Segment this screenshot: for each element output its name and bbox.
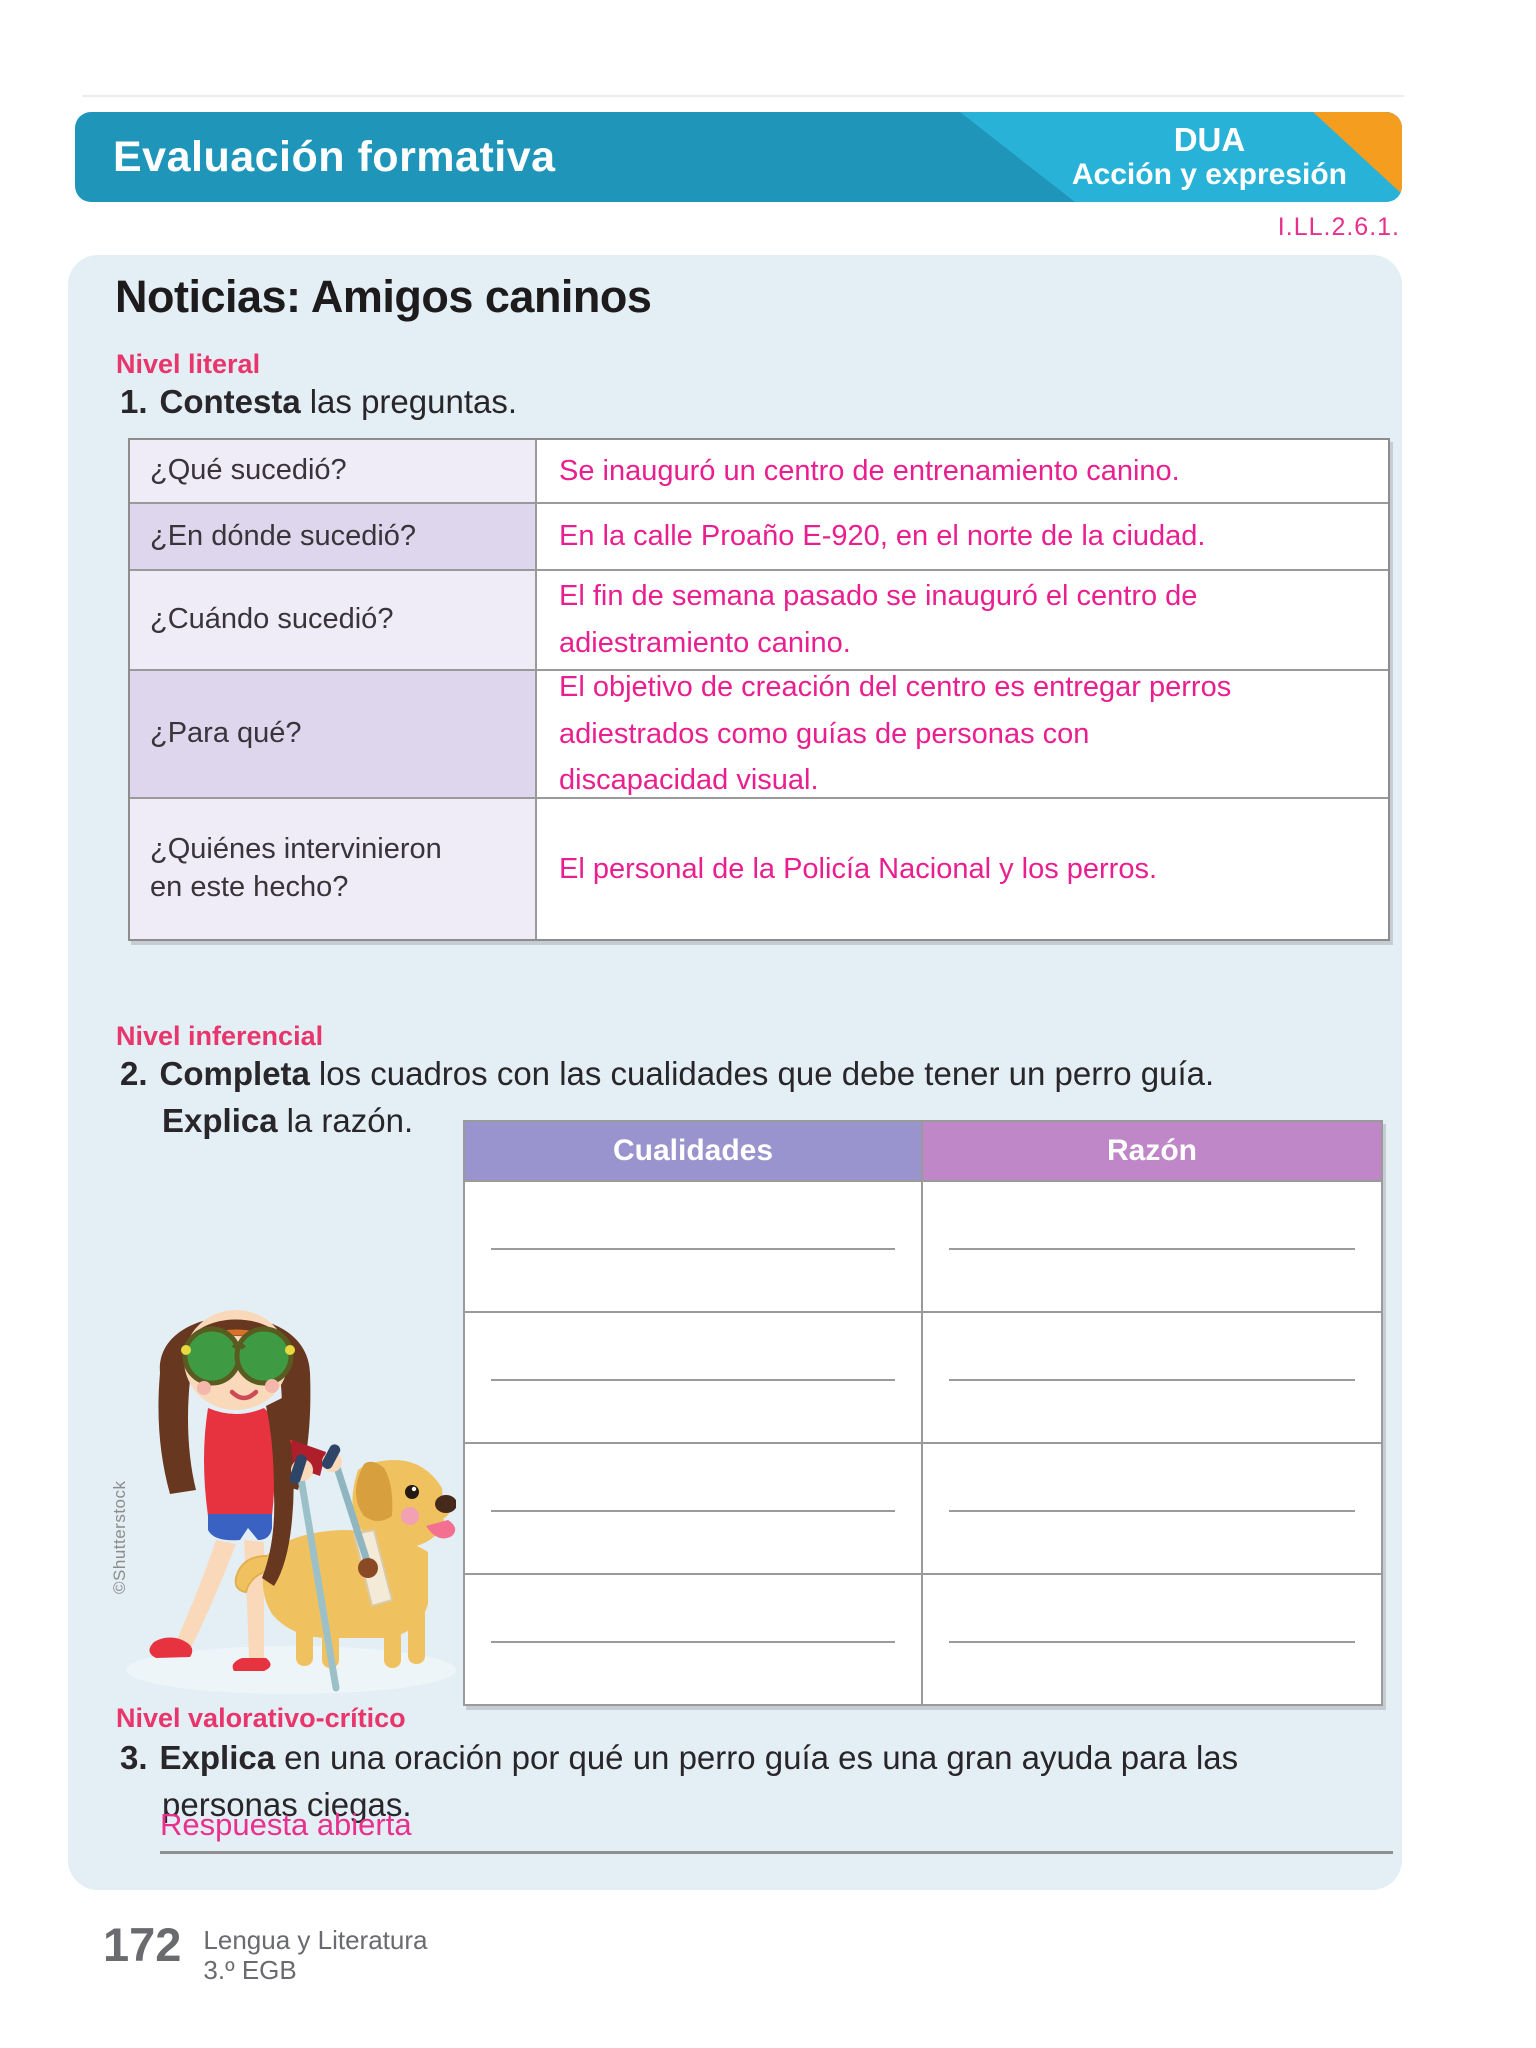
qualities-row-1 (465, 1180, 1381, 1311)
qualities-header-cell: Cualidades (465, 1122, 923, 1180)
answer-cell: El personal de la Policía Nacional y los… (559, 852, 1158, 885)
level-label-valorativo: Nivel valorativo-crítico (116, 1703, 406, 1733)
page-title: Noticias: Amigos caninos (115, 271, 652, 322)
razon-header-cell: Razón (923, 1122, 1381, 1180)
item-3-instruction-line2: personas ciegas. (162, 1786, 411, 1824)
answer-cell: El objetivo de creación del centro es en… (559, 670, 1232, 797)
level-label-inferencial: Nivel inferencial (116, 1021, 324, 1051)
footer-subject: Lengua y Literatura (203, 1925, 428, 1955)
item-3-text: en una oración por qué un perro guía es … (284, 1739, 1239, 1776)
quality-writein-cell[interactable] (465, 1575, 923, 1704)
razon-writein-cell[interactable] (923, 1444, 1381, 1573)
level-label-literal: Nivel literal (116, 349, 261, 379)
question-cell: ¿En dónde sucedió? (130, 504, 537, 569)
page-footer: 172 Lengua y Literatura 3.º EGB (103, 1918, 427, 1985)
qa-table: ¿Qué sucedió? Se inauguró un centro de e… (128, 438, 1390, 941)
footer-book-info: Lengua y Literatura 3.º EGB (203, 1922, 427, 1985)
item-2-text2: la razón. (286, 1102, 414, 1139)
answer-cell: Se inauguró un centro de entrenamiento c… (559, 454, 1180, 487)
qa-row-1: ¿Qué sucedió? Se inauguró un centro de e… (130, 440, 1388, 502)
qa-row-2: ¿En dónde sucedió? En la calle Proaño E-… (130, 502, 1388, 569)
item-1-instruction: 1. Contesta las preguntas. (120, 383, 517, 421)
question-cell: ¿Cuándo sucedió? (130, 571, 537, 669)
item-2-instruction-line2: Explica la razón. (162, 1102, 413, 1140)
answer-cell: El fin de semana pasado se inauguró el c… (559, 580, 1198, 659)
write-line (949, 1510, 1355, 1512)
open-answer-label: Respuesta abierta (160, 1807, 412, 1842)
write-line (491, 1510, 895, 1512)
item-1-number: 1. (120, 383, 148, 420)
item-2-number: 2. (120, 1055, 148, 1092)
open-answer-line[interactable]: Respuesta abierta (160, 1807, 1393, 1854)
footer-grade: 3.º EGB (203, 1955, 297, 1985)
write-line (949, 1641, 1355, 1643)
item-1-text: las preguntas. (309, 383, 518, 420)
qualities-table: Cualidades Razón (463, 1120, 1383, 1706)
qa-row-4: ¿Para qué? El objetivo de creación del c… (130, 669, 1388, 797)
dua-label: DUA Acción y expresión (1072, 121, 1347, 192)
qualities-row-2 (465, 1311, 1381, 1442)
item-2-instruction: 2. Completa los cuadros con las cualidades… (120, 1055, 1214, 1093)
item-2-text: los cuadros con las cualidades que debe … (318, 1055, 1215, 1092)
dua-title: DUA (1173, 121, 1246, 158)
item-3-verb: Explica (159, 1739, 276, 1776)
dua-subtitle: Acción y expresión (1071, 158, 1347, 191)
activity-panel: Noticias: Amigos caninos Nivel literal 1… (68, 255, 1402, 1890)
quality-writein-cell[interactable] (465, 1182, 923, 1311)
banner-title: Evaluación formativa (113, 132, 556, 181)
quality-writein-cell[interactable] (465, 1313, 923, 1442)
razon-writein-cell[interactable] (923, 1575, 1381, 1704)
write-line (491, 1641, 895, 1643)
page-top-rule (82, 95, 1404, 97)
write-line (491, 1379, 895, 1381)
qualities-row-4 (465, 1573, 1381, 1704)
illustration-credit: ©Shutterstock (110, 1480, 129, 1594)
qualities-table-header: Cualidades Razón (465, 1122, 1381, 1180)
item-3-number: 3. (120, 1739, 148, 1776)
quality-writein-cell[interactable] (465, 1444, 923, 1573)
write-line (491, 1248, 895, 1250)
item-1-verb: Contesta (159, 383, 301, 420)
guide-dog-drawing (126, 1310, 457, 1694)
item-2-verb2: Explica (162, 1102, 278, 1139)
answer-cell: En la calle Proaño E-920, en el norte de… (559, 520, 1206, 553)
write-line (949, 1248, 1355, 1250)
question-cell: ¿Qué sucedió? (130, 440, 537, 502)
qualities-row-3 (465, 1442, 1381, 1573)
header-banner: Evaluación formativa DUA Acción y expres… (75, 112, 1402, 202)
razon-writein-cell[interactable] (923, 1182, 1381, 1311)
qa-row-3: ¿Cuándo sucedió? El fin de semana pasado… (130, 569, 1388, 669)
question-cell: ¿Quiénes intervinieron en este hecho? (130, 799, 537, 939)
razon-writein-cell[interactable] (923, 1313, 1381, 1442)
write-line (949, 1379, 1355, 1381)
guide-dog-illustration: ©Shutterstock (96, 1258, 457, 1698)
standard-code: I.LL.2.6.1. (1277, 213, 1400, 241)
item-3-instruction: 3. Explica en una oración por qué un perro… (120, 1739, 1238, 1777)
question-cell: ¿Para qué? (130, 671, 537, 797)
footer-page-number: 172 (103, 1918, 182, 1971)
item-2-verb: Completa (159, 1055, 310, 1092)
item-3-text2: personas ciegas. (162, 1786, 412, 1823)
qa-row-5: ¿Quiénes intervinieron en este hecho? El… (130, 797, 1388, 939)
